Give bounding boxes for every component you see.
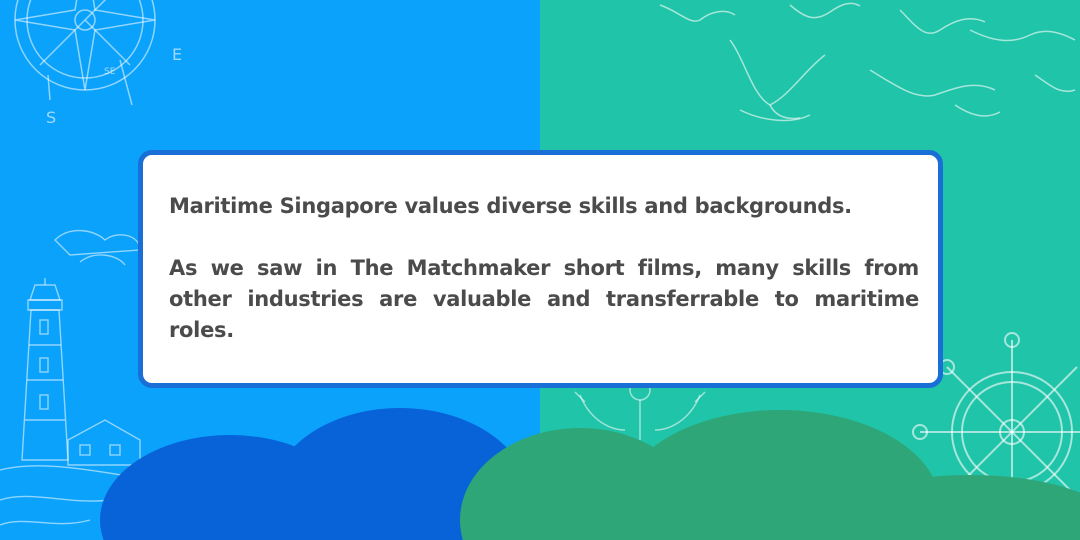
compass-label-e: E (172, 45, 182, 64)
compass-icon (14, 0, 156, 106)
message-paragraph-2: As we saw in The Matchmaker short films,… (169, 256, 919, 342)
message-card: Maritime Singapore values diverse skills… (138, 150, 943, 388)
message-text: Maritime Singapore values diverse skills… (169, 191, 919, 346)
seagulls-icon (659, 2, 1076, 122)
compass-label-s: S (46, 108, 56, 127)
message-paragraph-1: Maritime Singapore values diverse skills… (169, 194, 852, 218)
green-cloud (460, 410, 1080, 540)
compass-label-se: SE (104, 67, 116, 77)
anchor-icon (574, 379, 706, 440)
